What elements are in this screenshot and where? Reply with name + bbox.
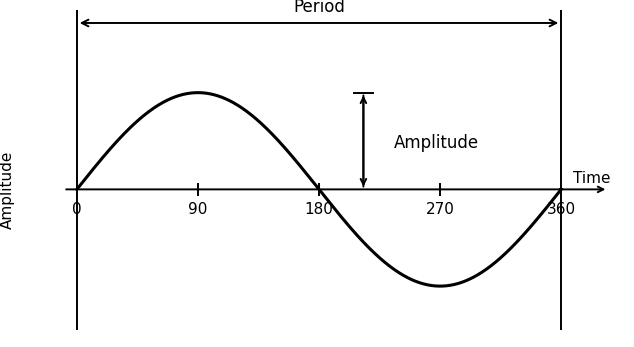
Text: 90: 90 [188, 202, 207, 217]
Text: Period: Period [293, 0, 345, 16]
Text: 180: 180 [304, 202, 333, 217]
Text: 270: 270 [425, 202, 455, 217]
Text: 360: 360 [547, 202, 576, 217]
Text: Time: Time [573, 171, 611, 186]
Text: Amplitude: Amplitude [0, 150, 15, 229]
Text: Amplitude: Amplitude [394, 134, 479, 152]
Text: 0: 0 [72, 202, 82, 217]
